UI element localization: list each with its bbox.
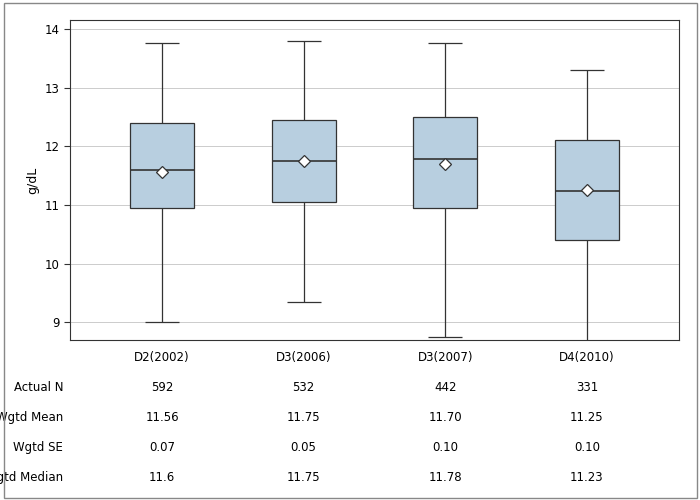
Text: 0.07: 0.07	[149, 441, 175, 454]
Text: 0.10: 0.10	[574, 441, 600, 454]
Text: 532: 532	[293, 381, 315, 394]
Text: Actual N: Actual N	[13, 381, 63, 394]
Text: D3(2006): D3(2006)	[276, 351, 331, 364]
Text: 11.25: 11.25	[570, 411, 604, 424]
Text: Wgtd Mean: Wgtd Mean	[0, 411, 63, 424]
Text: 11.75: 11.75	[287, 411, 321, 424]
Text: D3(2007): D3(2007)	[418, 351, 473, 364]
Bar	[414, 117, 477, 208]
Text: 11.56: 11.56	[145, 411, 179, 424]
Text: 11.6: 11.6	[149, 471, 175, 484]
Text: D4(2010): D4(2010)	[559, 351, 615, 364]
Text: 0.05: 0.05	[290, 441, 316, 454]
Text: Wgtd SE: Wgtd SE	[13, 441, 63, 454]
Text: 11.78: 11.78	[428, 471, 462, 484]
Text: 592: 592	[151, 381, 173, 394]
Text: D2(2002): D2(2002)	[134, 351, 190, 364]
Bar	[272, 120, 335, 202]
Text: 11.70: 11.70	[428, 411, 462, 424]
Text: 0.10: 0.10	[433, 441, 459, 454]
Bar	[555, 140, 619, 240]
Y-axis label: g/dL: g/dL	[26, 166, 39, 194]
Text: 11.75: 11.75	[287, 471, 321, 484]
Bar	[130, 123, 194, 208]
Text: 442: 442	[434, 381, 456, 394]
Text: Wgtd Median: Wgtd Median	[0, 471, 63, 484]
Text: 331: 331	[576, 381, 598, 394]
Text: 11.23: 11.23	[570, 471, 604, 484]
